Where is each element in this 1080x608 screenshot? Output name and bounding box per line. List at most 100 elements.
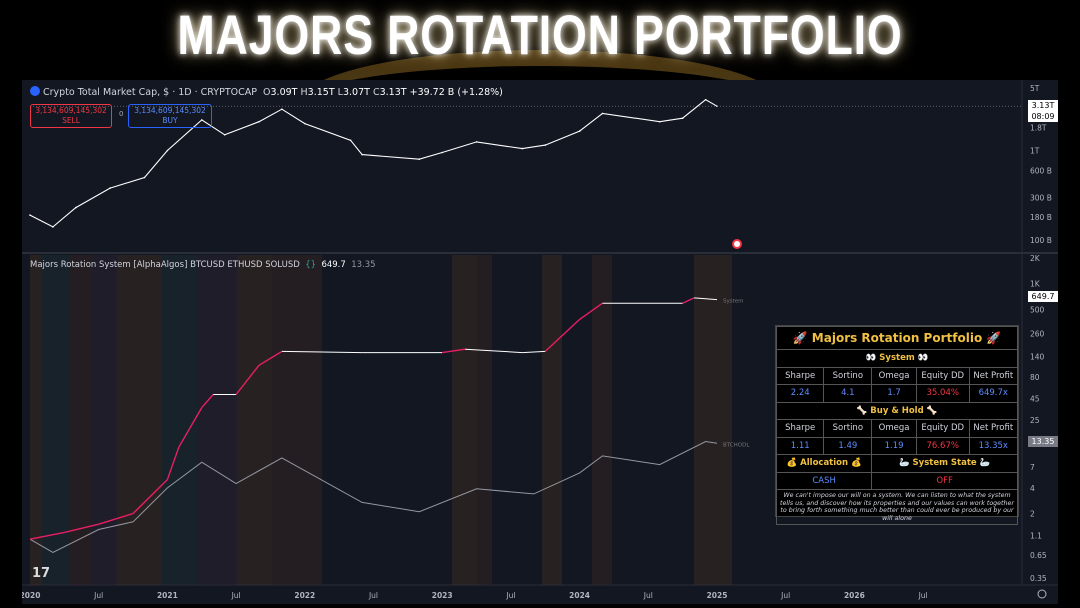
hold-sharpe: 1.11 (775, 436, 825, 455)
system-segment-20 (694, 297, 718, 301)
last-price-label: 3.13T 08:09 (1028, 100, 1058, 122)
market-cap-point-9 (281, 108, 283, 110)
hold-omega: 1.19 (871, 436, 917, 455)
state-value: OFF (871, 471, 1018, 490)
symbol-logo-icon (30, 86, 40, 96)
market-cap-point-20 (658, 120, 661, 123)
system-net-profit: 649.7x (968, 384, 1019, 403)
market-cap-point-12 (361, 153, 363, 156)
hold-equity-dd: 76.67% (915, 436, 970, 455)
time-tick-2: 2021 (157, 591, 178, 600)
market-cap-point-4 (143, 176, 146, 179)
indicator-title[interactable]: Majors Rotation System [AlphaAlgos] BTCU… (30, 260, 300, 270)
hold-header: 🦴 Buy & Hold 🦴 (776, 401, 1018, 420)
system-segment-19 (682, 297, 695, 304)
chart-canvas[interactable]: System BTCHODL 5T 1.8T 1T 600 B 300 B 180 B 100 … (22, 80, 1058, 604)
market-cap-point-19 (601, 112, 604, 115)
time-tick-5: Jul (368, 591, 378, 600)
last-price-value: 3.13T (1031, 101, 1055, 110)
top-price-tick-2: 1T (1030, 147, 1040, 156)
sell-price: 3,134,609,145,302 (35, 106, 107, 115)
hold-sortino: 1.49 (823, 436, 873, 455)
system-equity-dd: 35.04% (915, 384, 970, 403)
bottom-price-tick-4: 140 (1030, 352, 1045, 361)
ohlc-close-label: C (372, 87, 380, 98)
system-segment-17 (579, 302, 603, 320)
portfolio-stats-table: 🚀 Majors Rotation Portfolio 🚀 👀 System 👀… (775, 325, 1019, 525)
total-market-cap-line (29, 99, 718, 228)
time-tick-13: Jul (918, 591, 928, 600)
col-sharpe: Sharpe (775, 366, 825, 385)
allocation-value: CASH (775, 471, 873, 490)
system-segment-6 (178, 407, 203, 448)
regime-band-10 (477, 255, 492, 585)
bottom-price-tick-12: 0.65 (1030, 551, 1047, 560)
system-segment-5 (166, 446, 180, 480)
regime-band-4 (117, 255, 162, 585)
market-cap-point-8 (258, 120, 260, 123)
chart-container[interactable]: System BTCHODL 5T 1.8T 1T 600 B 300 B 180 B 100 … (22, 80, 1058, 604)
time-tick-9: Jul (643, 591, 653, 600)
system-segment-11 (281, 350, 363, 354)
system-segment-9 (235, 364, 260, 395)
bottom-price-tick-13: 0.35 (1030, 574, 1047, 583)
btchodl-line (29, 440, 718, 553)
sell-button[interactable]: 3,134,609,145,302 SELL (30, 104, 112, 128)
market-cap-point-1 (52, 226, 54, 228)
col-sortino: Sortino (823, 419, 873, 438)
market-cap-point-16 (521, 147, 524, 150)
regime-band-3 (92, 255, 117, 585)
market-cap-point-6 (201, 119, 203, 121)
indicator-value-1: 649.7 (321, 260, 346, 270)
time-tick-7: Jul (505, 591, 515, 600)
system-sharpe: 2.24 (775, 384, 825, 403)
tradingview-logo[interactable]: 17 (32, 566, 51, 581)
system-last-label: 649.7 (1028, 291, 1058, 302)
system-segment-14 (465, 348, 523, 354)
col-equity-dd: Equity DD (915, 366, 970, 385)
market-cap-point-21 (681, 117, 684, 119)
system-segment-3 (98, 512, 134, 525)
code-brackets-icon[interactable]: {} (305, 260, 317, 270)
col-sharpe: Sharpe (775, 419, 825, 438)
market-cap-point-22 (704, 98, 707, 101)
system-omega: 1.7 (871, 384, 917, 403)
system-segment-2 (64, 523, 99, 534)
time-tick-6: 2023 (432, 591, 453, 600)
system-series-tag: System (723, 299, 744, 305)
top-price-tick-1: 1.8T (1030, 124, 1047, 133)
indicator-legend[interactable]: Majors Rotation System [AlphaAlgos] BTCU… (30, 260, 376, 270)
bottom-price-tick-5: 80 (1030, 373, 1040, 382)
page-title: MAJORS ROTATION PORTFOLIO (177, 3, 903, 66)
buy-button[interactable]: 3,134,609,145,302 BUY (128, 104, 212, 128)
regime-band-6 (197, 255, 237, 585)
regime-band-8 (272, 255, 322, 585)
time-tick-1: Jul (93, 591, 103, 600)
time-tick-10: 2025 (707, 591, 728, 600)
market-cap-point-15 (475, 141, 478, 143)
market-cap-point-0 (29, 214, 31, 216)
ohlc-low-label: L (337, 87, 343, 98)
ohlc-high: 3.15T (307, 87, 335, 98)
market-cap-point-18 (578, 130, 581, 132)
bottom-price-tick-8: 7 (1030, 463, 1035, 472)
allocation-header: 💰 Allocation 💰 (775, 454, 873, 473)
regime-band-0 (30, 255, 42, 585)
buy-label: BUY (162, 116, 178, 125)
ohlc-close: 3.13T (379, 87, 407, 98)
bottom-price-tick-1: 1K (1030, 280, 1041, 289)
hodl-last-label: 13.35 (1028, 436, 1058, 447)
ohlc-high-label: H (300, 87, 308, 98)
regime-band-2 (70, 255, 92, 585)
bottom-price-tick-3: 260 (1030, 329, 1045, 338)
market-cap-point-17 (544, 144, 547, 146)
regime-band-13 (694, 255, 732, 585)
settings-gear-icon (1037, 589, 1047, 599)
market-cap-point-7 (223, 134, 226, 136)
market-cap-point-13 (418, 158, 421, 160)
bottom-price-tick-10: 2 (1030, 510, 1035, 519)
regime-band-12 (592, 255, 612, 585)
symbol-title[interactable]: Crypto Total Market Cap, $ · 1D · CRYPTO… (43, 87, 257, 98)
ohlc-open: 3.09T (270, 87, 298, 98)
bottom-price-tick-2: 500 (1030, 305, 1045, 314)
